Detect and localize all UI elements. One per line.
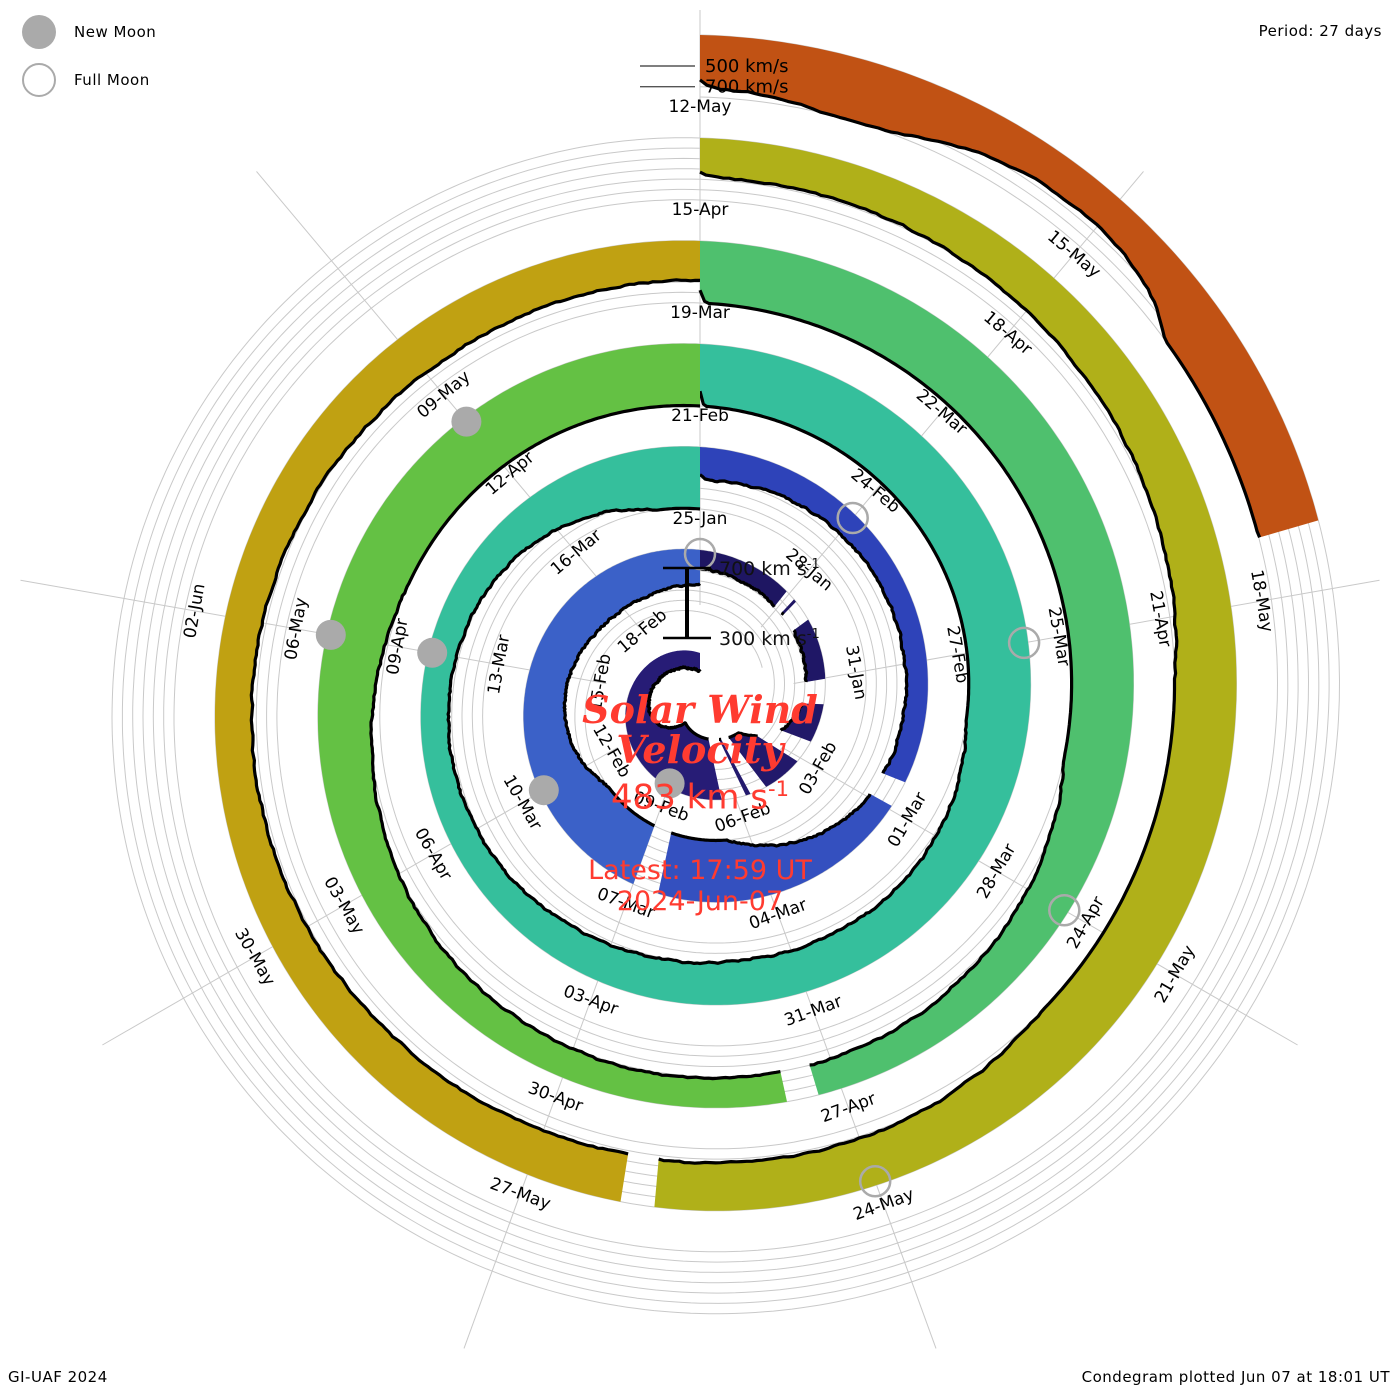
moon-legend: New Moon Full Moon <box>22 8 156 104</box>
new-moon-marker <box>451 406 482 437</box>
legend-label-full-moon: Full Moon <box>74 71 150 89</box>
date-tick-label: 24-May <box>851 1185 917 1225</box>
new-moon-marker <box>654 768 685 799</box>
date-tick-label: 21-Feb <box>671 406 729 426</box>
date-tick-label: 03-Apr <box>560 981 620 1019</box>
date-tick-label: 18-May <box>1246 568 1277 633</box>
date-tick-label: 19-Mar <box>670 303 730 323</box>
current-value-number: 483 km s <box>610 777 768 818</box>
date-tick-label: 27-Apr <box>818 1089 878 1127</box>
scalebar-bottom-label: 300 km s-1 <box>719 627 820 650</box>
date-tick-label: 02-Jun <box>180 582 209 640</box>
date-tick-label: 15-Apr <box>672 200 729 220</box>
legend-item-new-moon: New Moon <box>22 8 156 56</box>
legend-item-full-moon: Full Moon <box>22 56 156 104</box>
radial-axis-label: 700 km/s <box>705 77 788 98</box>
latest-date: 2024-Jun-07 <box>616 886 784 918</box>
date-tick-label: 06-May <box>281 596 312 661</box>
date-tick-label: 18-Feb <box>614 605 671 658</box>
current-value-exponent: -1 <box>768 775 790 801</box>
date-tick-label: 13-Mar <box>484 633 514 695</box>
full-moon-marker <box>858 1165 892 1198</box>
center-title-block: Solar Wind Velocity 483 km s-1 <box>0 690 1400 818</box>
spiral-data-bands <box>215 35 1319 1211</box>
new-moon-marker <box>528 775 559 806</box>
chart-title: Solar Wind Velocity <box>0 690 1400 770</box>
legend-label-new-moon: New Moon <box>74 23 157 41</box>
period-label: Period: 27 days <box>1258 22 1382 40</box>
moon-phase-markers <box>315 406 1081 1198</box>
latest-time: Latest: 17:59 UT <box>588 855 812 886</box>
date-tick-label: 15-May <box>1043 227 1104 283</box>
current-value: 483 km s-1 <box>0 776 1400 817</box>
chart-title-line2: Velocity <box>616 726 784 772</box>
date-tick-label: 21-Apr <box>1145 589 1175 648</box>
plotted-timestamp: Condegram plotted Jun 07 at 18:01 UT <box>1081 1368 1390 1386</box>
date-tick-label: 30-Apr <box>525 1078 585 1116</box>
date-tick-label: 18-Apr <box>979 307 1035 359</box>
full-moon-marker <box>1048 894 1081 927</box>
new-moon-icon <box>22 15 56 49</box>
new-moon-marker <box>417 637 448 668</box>
credit-label: GI-UAF 2024 <box>8 1368 108 1386</box>
full-moon-marker <box>1007 626 1041 660</box>
date-tick-label: 16-Mar <box>547 526 606 580</box>
full-moon-icon <box>22 63 56 97</box>
latest-reading-block: Latest: 17:59 UT 2024-Jun-07 <box>0 855 1400 917</box>
new-moon-marker <box>315 619 346 650</box>
full-moon-marker <box>836 501 869 535</box>
date-tick-label: 25-Jan <box>673 509 728 529</box>
date-tick-label: 12-May <box>669 97 732 117</box>
chart-title-line1: Solar Wind <box>582 687 818 732</box>
center-scale-bar: 700 km s-1 300 km s-1 <box>663 557 820 650</box>
radial-axis-label: 500 km/s <box>705 56 788 77</box>
scalebar-top-label: 700 km s-1 <box>719 557 820 580</box>
